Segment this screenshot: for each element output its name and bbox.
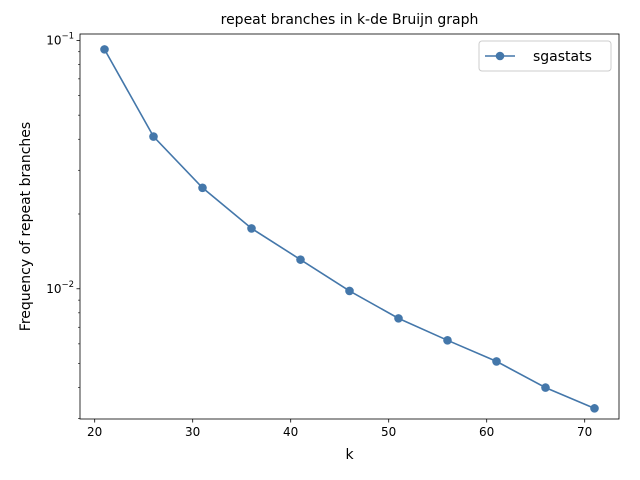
x-tick-label: 20 — [87, 425, 102, 439]
legend: sgastats — [478, 40, 612, 72]
legend-marker — [495, 51, 505, 61]
data-point — [100, 45, 109, 54]
data-point — [394, 314, 403, 323]
legend-box — [478, 40, 612, 72]
data-point — [345, 286, 354, 296]
chart-title: repeat branches in k-de Bruijn graph — [221, 12, 479, 28]
axes-frame — [79, 33, 620, 420]
y-tick-label: 10−2 — [46, 280, 74, 296]
data-point — [296, 255, 305, 264]
data-point — [247, 224, 256, 233]
data-point — [541, 383, 550, 392]
x-tick-label: 50 — [381, 425, 396, 439]
y-tick-label-exponent: −1 — [61, 31, 74, 41]
x-axis-label: k — [345, 447, 354, 463]
legend-label: sgastats — [533, 49, 592, 65]
y-axis-label: Frequency of repeat branches — [18, 122, 34, 331]
data-point — [443, 336, 452, 345]
data-point — [590, 404, 599, 413]
x-tick-label: 70 — [577, 425, 592, 439]
y-tick-label-exponent: −2 — [61, 280, 74, 290]
y-tick-label-base: 10 — [46, 282, 61, 296]
x-tick-label: 30 — [185, 425, 200, 439]
data-point — [492, 357, 501, 366]
x-tick-label: 40 — [283, 425, 298, 439]
x-tick-label: 60 — [479, 425, 494, 439]
y-tick-label-base: 10 — [46, 33, 61, 47]
data-point — [149, 132, 158, 141]
y-tick-label: 10−1 — [46, 31, 74, 47]
data-point — [198, 183, 207, 193]
